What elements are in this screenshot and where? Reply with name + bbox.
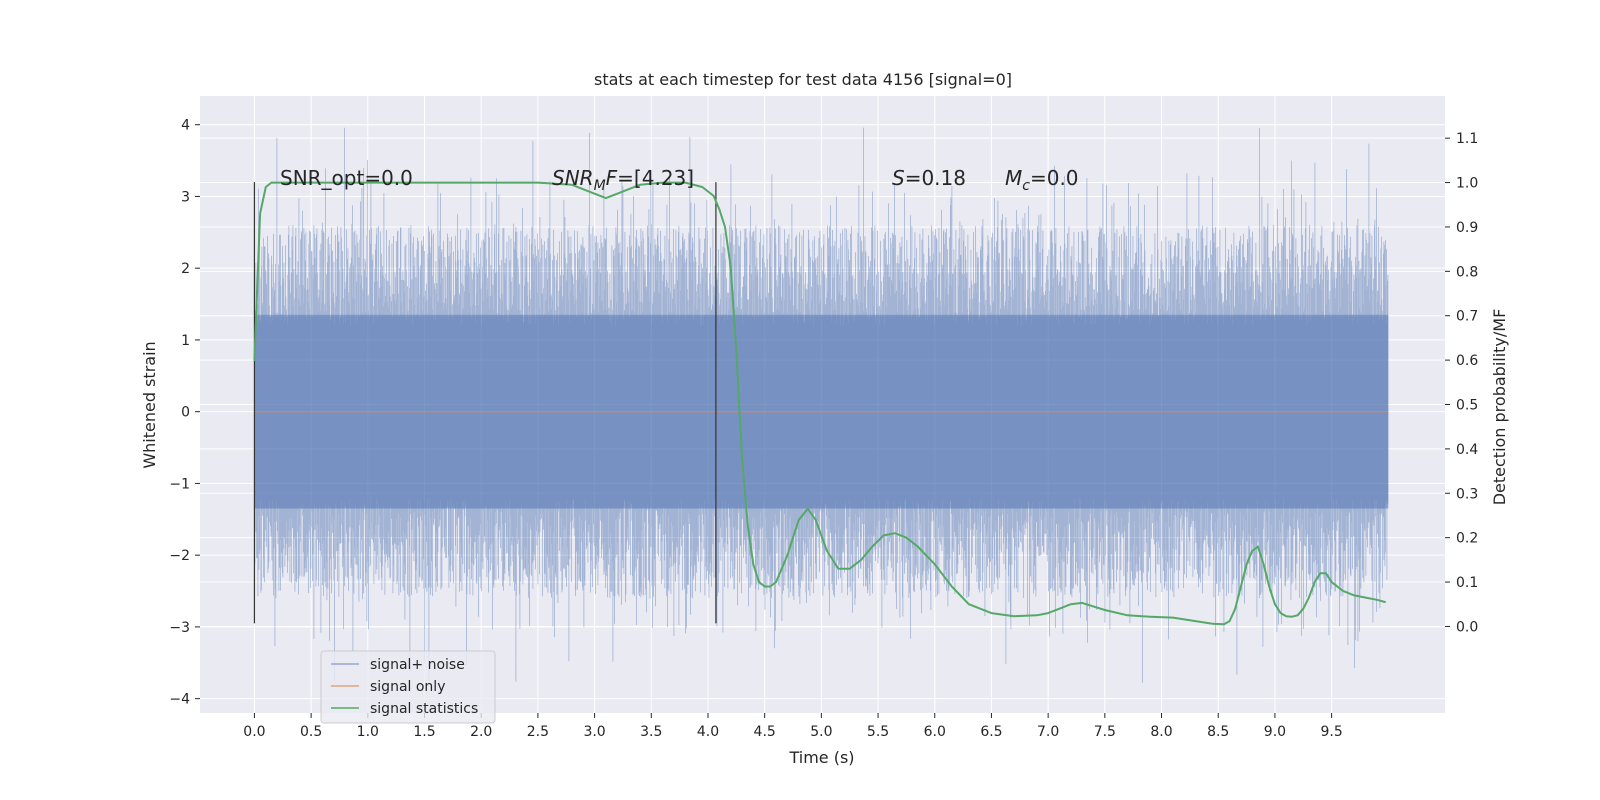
x-tick-label: 8.5	[1207, 724, 1229, 740]
x-tick-label: 2.5	[527, 724, 549, 740]
x-tick-label: 7.5	[1094, 724, 1116, 740]
annotation-mc-sub: c	[1022, 178, 1030, 194]
annotation-snr-mf-value: =[4.23]	[617, 166, 694, 190]
x-tick-label: 4.5	[754, 724, 776, 740]
y2-tick-label: 0.2	[1456, 531, 1478, 547]
x-tick-label: 3.5	[640, 724, 662, 740]
x-tick-label: 0.5	[300, 724, 322, 740]
x-tick-label: 2.0	[470, 724, 492, 740]
x-axis-ticks: 0.0 0.5 1.0 1.5 2.0 2.5 3.0 3.5 4.0 4.5 5.0 5.5 6.0 6…	[243, 713, 1343, 740]
legend-label-signal-only: signal only	[370, 679, 445, 695]
y2-tick-label: 0.6	[1456, 353, 1478, 369]
x-tick-label: 9.0	[1264, 724, 1286, 740]
annotation-mc-value: =0.0	[1030, 166, 1079, 190]
y2-axis-label: Detection probability/MF	[1490, 309, 1509, 506]
x-tick-label: 1.0	[357, 724, 379, 740]
x-tick-label: 5.0	[810, 724, 832, 740]
annotation-s: S=0.18	[892, 166, 966, 190]
legend-box	[320, 650, 496, 724]
x-tick-label: 1.5	[413, 724, 435, 740]
y-tick-label: 4	[181, 118, 190, 134]
annotation-s-value: =0.18	[905, 166, 966, 190]
chart-title: stats at each timestep for test data 415…	[594, 70, 1012, 89]
y2-tick-label: 0.5	[1456, 398, 1478, 414]
x-tick-label: 8.0	[1150, 724, 1172, 740]
annotation-mc: Mc=0.0	[1005, 166, 1079, 194]
y-tick-label: −3	[169, 620, 190, 636]
y-tick-label: 3	[181, 189, 190, 205]
signal-statistics-line	[253, 181, 1386, 626]
annotation-s-base: S	[892, 166, 905, 190]
y2-tick-label: 0.9	[1456, 220, 1478, 236]
y-axis-label: Whitened strain	[140, 341, 159, 468]
annotation-snr-mf: SNRMF=[4.23]	[552, 166, 694, 194]
y2-tick-label: 1.0	[1456, 176, 1478, 192]
y-tick-label: 2	[181, 261, 190, 277]
y-tick-label: 0	[181, 405, 190, 421]
signal-statistics-series	[253, 181, 1386, 626]
y2-tick-label: 0.3	[1456, 486, 1478, 502]
legend: signal+ noise signal only signal statist…	[320, 650, 496, 724]
annotation-snr-mf-sub: M	[594, 178, 606, 194]
y2-tick-label: 0.0	[1456, 619, 1478, 635]
x-tick-label: 5.5	[867, 724, 889, 740]
y2-tick-label: 0.4	[1456, 442, 1478, 458]
y2-tick-label: 0.8	[1456, 264, 1478, 280]
y-tick-label: −2	[169, 548, 190, 564]
x-tick-label: 6.5	[980, 724, 1002, 740]
x-tick-label: 7.0	[1037, 724, 1059, 740]
vertical-markers	[253, 182, 717, 624]
y2-tick-label: 0.1	[1456, 575, 1478, 591]
annotation-snr-mf-base: SNR	[552, 166, 594, 190]
x-tick-label: 4.0	[697, 724, 719, 740]
legend-label-signal-statistics: signal statistics	[370, 701, 478, 717]
y2-axis-ticks: 0.0 0.1 0.2 0.3 0.4 0.5 0.6 0.7 0.8 0.9 1.0 1.1	[1445, 131, 1478, 635]
y-tick-label: 1	[181, 333, 190, 349]
x-tick-label: 3.0	[583, 724, 605, 740]
x-axis-label: Time (s)	[788, 748, 854, 767]
x-tick-label: 6.0	[924, 724, 946, 740]
y-tick-label: −4	[169, 692, 190, 708]
annotation-mc-base: M	[1005, 166, 1022, 190]
y-axis-ticks: −4 −3 −2 −1 0 1 2 3 4	[169, 118, 200, 708]
legend-label-signal-noise: signal+ noise	[370, 657, 465, 673]
x-tick-label: 0.0	[243, 724, 265, 740]
annotation-snr-mf-tail: F	[606, 166, 618, 190]
annotation-snr-opt: SNR_opt=0.0	[280, 166, 413, 190]
x-tick-label: 9.5	[1320, 724, 1342, 740]
y2-tick-label: 0.7	[1456, 309, 1478, 325]
y2-tick-label: 1.1	[1456, 131, 1478, 147]
y-tick-label: −1	[169, 476, 190, 492]
